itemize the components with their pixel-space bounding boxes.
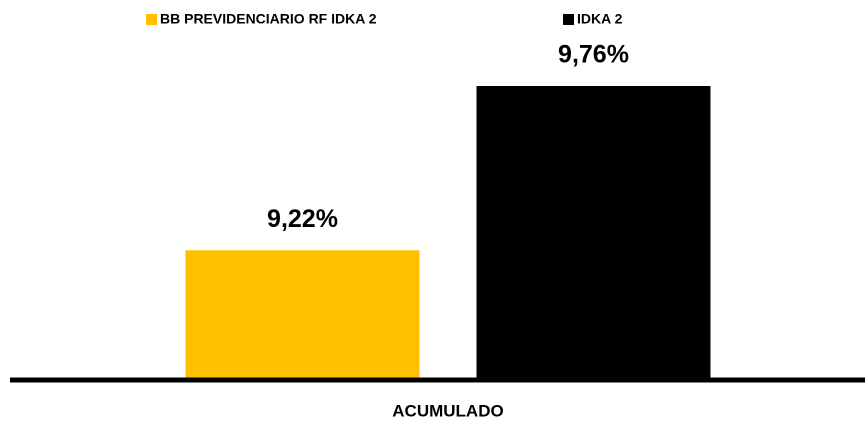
legend-swatch	[563, 14, 574, 25]
legend-label: BB PREVIDENCIARIO RF IDKA 2	[160, 11, 377, 27]
value-label: 9,22%	[267, 205, 338, 233]
bar	[476, 86, 711, 378]
x-tick-label: ACUMULADO	[392, 401, 503, 420]
legend-swatch	[146, 14, 157, 25]
bar	[185, 250, 420, 378]
value-label: 9,76%	[558, 41, 629, 69]
legend-label: IDKA 2	[577, 11, 623, 27]
